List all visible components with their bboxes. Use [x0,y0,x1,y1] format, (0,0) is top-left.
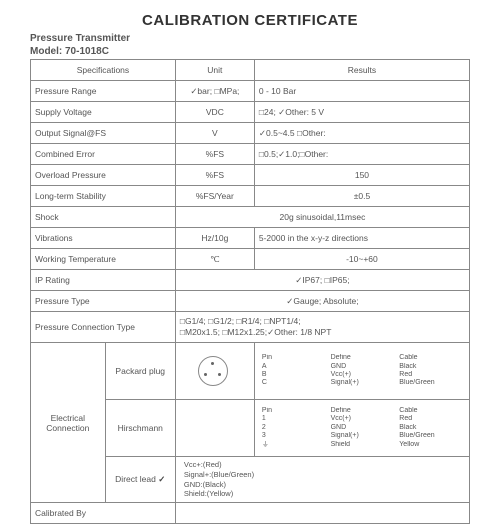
elec-label: Electrical Connection [31,343,106,503]
doc-subtitle: Pressure Transmitter [30,33,470,44]
cb-res [175,503,469,524]
hirsch-label: Hirschmann [105,400,175,457]
model-label: Model: 70-1018C [30,46,470,57]
hirsch-diagram [175,400,254,457]
vb-res: 5-2000 in the x-y-z directions [254,228,469,249]
os-unit: V [175,123,254,144]
op-res: 150 [254,165,469,186]
pt-spec: Pressure Type [31,291,176,312]
pr-res: 0 - 10 Bar [254,81,469,102]
pt-res: ✓Gauge; Absolute; [175,291,469,312]
wt-res: -10~+60 [254,249,469,270]
vb-unit: Hz/10g [175,228,254,249]
os-res: ✓0.5~4.5 □Other: [254,123,469,144]
sv-unit: VDC [175,102,254,123]
hirsch-pins: PinDefineCable 1Vcc(+)Red 2GNDBlack 3Sig… [254,400,469,457]
sh-res: 20g sinusoidal,11msec [175,207,469,228]
os-spec: Output Signal@FS [31,123,176,144]
vb-spec: Vibrations [31,228,176,249]
op-unit: %FS [175,165,254,186]
ip-spec: IP Rating [31,270,176,291]
packard-pins: PinDefineCable AGNDBlack BVcc(+)Red CSig… [254,343,469,400]
direct-label: Direct lead ✓ [105,457,175,503]
doc-title: CALIBRATION CERTIFICATE [30,12,470,29]
ls-spec: Long-term Stability [31,186,176,207]
hdr-unit: Unit [175,60,254,81]
cb-spec: Calibrated By [31,503,176,524]
elec-table: Electrical Connection Packard plug PinDe… [30,343,470,524]
wt-unit: ℃ [175,249,254,270]
connector-icon [198,356,228,386]
hdr-spec: Specifications [31,60,176,81]
sh-spec: Shock [31,207,176,228]
packard-diagram [175,343,254,400]
packard-label: Packard plug [105,343,175,400]
direct-pins: Vcc+:(Red) Signal+:(Blue/Green) GND:(Bla… [175,457,469,503]
ce-spec: Combined Error [31,144,176,165]
ce-unit: %FS [175,144,254,165]
pc-spec: Pressure Connection Type [31,312,176,343]
ls-res: ±0.5 [254,186,469,207]
ip-res: ✓IP67; □IP65; [175,270,469,291]
hdr-res: Results [254,60,469,81]
pc-res: □G1/4; □G1/2; □R1/4; □NPT1/4; □M20x1.5; … [175,312,469,343]
sv-spec: Supply Voltage [31,102,176,123]
ls-unit: %FS/Year [175,186,254,207]
op-spec: Overload Pressure [31,165,176,186]
pr-spec: Pressure Range [31,81,176,102]
sv-res: □24; ✓Other: 5 V [254,102,469,123]
ce-res: □0.5;✓1.0;□Other: [254,144,469,165]
wt-spec: Working Temperature [31,249,176,270]
cal-table: Specifications Unit Results Pressure Ran… [30,59,470,343]
pr-unit: ✓bar; □MPa; [175,81,254,102]
